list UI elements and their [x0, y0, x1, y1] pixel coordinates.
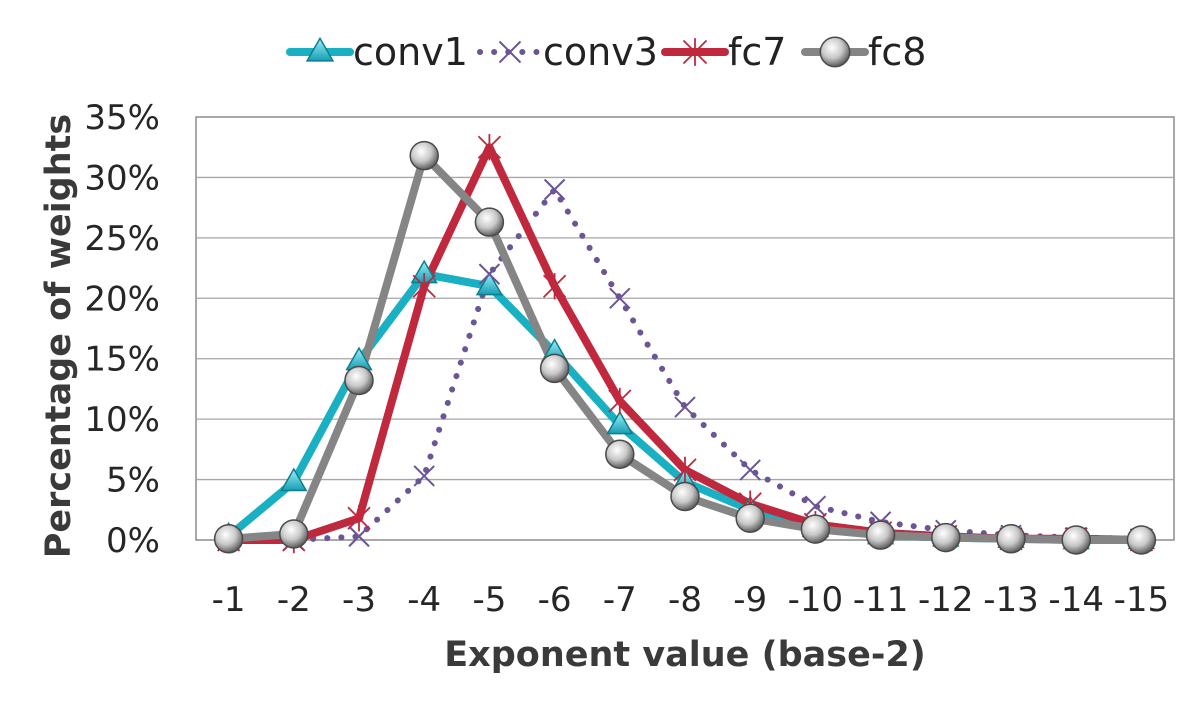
x-tick-label: -15	[1114, 580, 1170, 620]
x-tick-label: -1	[212, 580, 246, 620]
y-axis-title: Percentage of weights	[39, 114, 79, 558]
fc8-point	[1126, 525, 1157, 555]
fc8-point	[996, 524, 1026, 554]
fc8-point	[344, 365, 374, 396]
x-tick-label: -5	[472, 580, 506, 620]
legend-item-conv1: conv1	[286, 30, 468, 74]
x-tick-label: -12	[918, 580, 974, 620]
x-tick-label: -4	[407, 580, 441, 620]
conv3-point	[674, 396, 696, 418]
chart-legend: conv1 conv3 fc7 fc8	[286, 30, 926, 74]
x-tick-label: -8	[668, 580, 702, 620]
conv3-point	[739, 459, 761, 481]
legend-label: fc7	[728, 30, 786, 74]
x-tick-label: -6	[538, 580, 572, 620]
legend-item-fc7: fc7	[661, 30, 786, 74]
conv1-point	[305, 36, 335, 62]
x-tick-label: -3	[342, 580, 376, 620]
fc7-point	[347, 505, 371, 532]
x-tick-label: -7	[603, 580, 637, 620]
x-axis-ticks: -1 -2 -3 -4 -5 -6 -7 -8 -9 -10 -11 -12 -13 -14 -15	[212, 580, 1170, 620]
fc8-point	[819, 36, 851, 68]
fc8-point	[409, 140, 439, 171]
fc8-point	[213, 524, 244, 554]
y-tick-label: 5%	[106, 461, 160, 501]
conv3-point	[543, 178, 566, 201]
x-tick-label: -2	[277, 580, 311, 620]
conv1-point	[280, 467, 308, 492]
fc8-point	[1061, 525, 1091, 555]
y-tick-label: 35%	[84, 98, 160, 138]
x-tick-label: -10	[788, 580, 844, 620]
legend-label: conv1	[353, 30, 468, 74]
legend-label: conv3	[543, 30, 658, 74]
fc8-point	[605, 439, 635, 469]
fc8-point	[800, 514, 831, 544]
fc7-point	[542, 273, 567, 300]
fc8-point	[931, 522, 961, 553]
fc7-point	[412, 273, 436, 300]
conv1-point	[606, 410, 634, 435]
fc7-point	[682, 38, 708, 66]
conv3-point	[498, 40, 522, 64]
x-tick-label: -11	[853, 580, 909, 620]
fc8-point	[735, 503, 765, 533]
x-tick-label: -14	[1048, 580, 1104, 620]
x-tick-label: -13	[983, 580, 1039, 620]
x-tick-label: -9	[733, 580, 767, 620]
fc8-point	[279, 519, 309, 549]
fc7-point	[477, 134, 502, 161]
series-markers	[213, 134, 1157, 555]
legend-label: fc8	[868, 30, 926, 74]
y-axis-ticks: 0% 5% 10% 15% 20% 25% 30% 35%	[84, 98, 160, 561]
fc8-point	[865, 520, 896, 550]
y-tick-label: 10%	[84, 400, 160, 440]
legend-item-conv3: conv3	[477, 30, 658, 74]
y-tick-label: 15%	[84, 340, 160, 380]
y-tick-label: 20%	[84, 279, 160, 319]
x-axis-title: Exponent value (base-2)	[444, 635, 925, 675]
fc7-point	[608, 387, 632, 415]
legend-item-fc8: fc8	[801, 30, 926, 74]
fc8-point	[474, 207, 505, 237]
y-tick-label: 25%	[84, 219, 160, 259]
conv3-point	[413, 465, 435, 487]
fc7-point	[673, 456, 697, 484]
conv3-point	[804, 495, 827, 517]
y-tick-label: 30%	[84, 158, 160, 198]
conv3-point	[348, 525, 370, 548]
conv3-point	[609, 287, 631, 309]
fc8-point	[539, 353, 570, 384]
conv3-point	[478, 263, 501, 285]
conv1-point	[475, 271, 504, 296]
y-tick-label: 0%	[106, 521, 160, 561]
fc8-point	[670, 481, 700, 512]
gridlines	[196, 176, 1174, 481]
